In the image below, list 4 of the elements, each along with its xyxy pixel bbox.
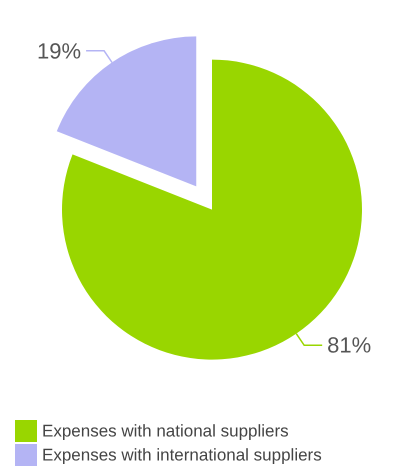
legend-label: Expenses with international suppliers (42, 446, 322, 464)
data-label: 19% (37, 38, 82, 64)
legend-label: Expenses with national suppliers (42, 422, 289, 440)
data-label: 81% (327, 332, 372, 358)
